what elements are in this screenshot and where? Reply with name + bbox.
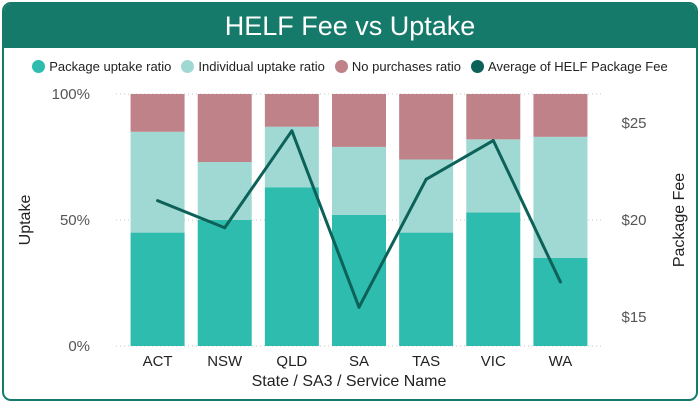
chart-legend: Package uptake ratio Individual uptake r… [4,56,696,76]
x-tick-label: NSW [207,353,243,370]
bar-vic-series-2 [466,94,521,140]
x-tick-label: QLD [276,353,307,370]
legend-label: Average of HELF Package Fee [488,58,668,74]
legend-label: Individual uptake ratio [198,58,325,74]
y2-tick-label: $20 [621,212,646,229]
bar-vic-series-0 [466,212,521,346]
legend-label: No purchases ratio [351,58,462,74]
y-tick-label: 0% [68,338,90,355]
bar-nsw-series-0 [197,220,252,346]
y-axis-title: Uptake [17,195,34,246]
x-tick-label: ACT [143,353,173,370]
line-point-wa [558,280,562,284]
line-point-vic [491,139,495,143]
line-point-tas [424,177,428,181]
x-tick-label: TAS [412,353,440,370]
bar-nsw-series-2 [197,94,252,163]
y-tick-label: 100% [52,86,90,103]
bar-sa-series-0 [332,214,386,346]
legend-item-package-uptake[interactable]: Package uptake ratio [32,56,171,76]
legend-item-average-fee[interactable]: Average of HELF Package Fee [471,56,668,76]
x-tick-label: SA [349,353,369,370]
line-point-nsw [223,226,227,230]
legend-swatch-individual-uptake [181,59,195,73]
legend-swatch-average-fee [471,59,485,73]
bar-nsw-series-1 [197,162,252,220]
bar-wa-series-2 [533,94,588,137]
x-tick-label: VIC [481,353,506,370]
legend-swatch-package-uptake [32,59,46,73]
bar-tas-series-2 [399,94,454,160]
y-tick-label: 50% [60,212,90,229]
bar-wa-series-0 [533,257,588,346]
line-point-act [156,199,160,203]
x-axis-title: State / SA3 / Service Name [252,373,447,390]
chart-plot: ACT NSW QLD SA TAS VIC WA 0% 50% 100% $15 $20 $25 Sta… [17,86,688,390]
legend-label: Package uptake ratio [49,58,172,74]
legend-swatch-no-purchases [334,59,348,73]
bar-qld-series-0 [264,187,319,346]
bar-sa-series-1 [332,146,386,215]
y2-tick-label: $15 [621,309,646,326]
bar-qld-series-2 [264,94,319,127]
bar-sa-series-2 [332,94,386,147]
line-point-qld [290,129,294,133]
chart-title: HELF Fee vs Uptake [4,4,696,48]
x-tick-label: WA [549,353,573,370]
legend-item-no-purchases[interactable]: No purchases ratio [334,56,462,76]
line-point-sa [357,305,361,309]
bar-act-series-0 [130,232,185,346]
bar-tas-series-0 [399,232,454,346]
y2-axis-title: Package Fee [671,173,688,267]
bar-tas-series-1 [399,159,454,233]
bar-act-series-2 [130,94,185,132]
bar-act-series-1 [130,131,185,233]
legend-item-individual-uptake[interactable]: Individual uptake ratio [181,56,325,76]
bar-wa-series-1 [533,136,588,258]
y2-tick-label: $25 [621,115,646,132]
